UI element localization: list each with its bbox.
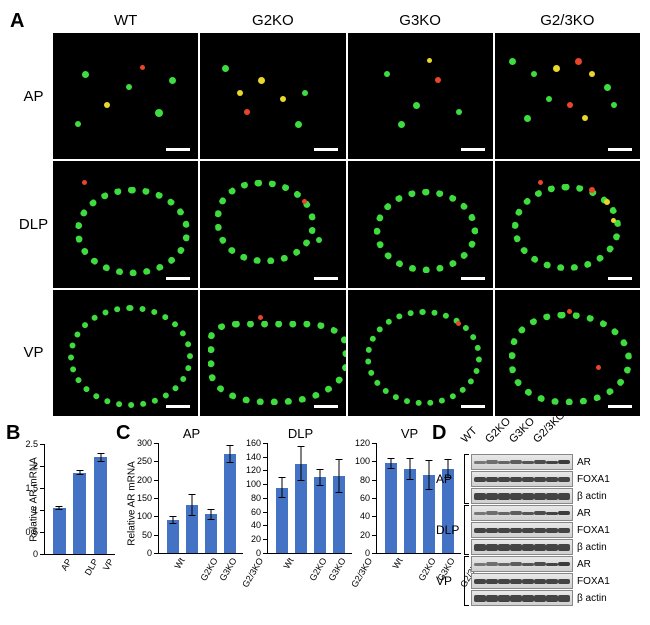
col-header-g3ko: G3KO (348, 10, 493, 31)
micrograph-dlp-wt (53, 161, 198, 287)
blot-protein-label: β actin (577, 593, 607, 604)
panel-a-label: A (10, 10, 24, 33)
blot-row: FOXA1 (471, 471, 610, 488)
bar (333, 476, 345, 553)
panel-b-chart: 00.511.522.5APDLPVP (44, 444, 115, 555)
bar (167, 520, 179, 553)
blot-protein-label: FOXA1 (577, 525, 610, 536)
blot-protein-label: FOXA1 (577, 474, 610, 485)
panel-b: B Relative AR mRNA 00.511.522.5APDLPVP (10, 426, 110, 555)
row-label-vp: VP (16, 290, 51, 416)
blot-row: AR (471, 556, 610, 573)
panel-c-chart-ap: 050100150200250300WtG2KOG3KOG2/3KO (158, 443, 243, 554)
col-header-g23ko: G2/3KO (495, 10, 640, 31)
micrograph-vp-g3ko (348, 290, 493, 416)
micrograph-ap-wt (53, 33, 198, 159)
bar (295, 464, 307, 553)
blot-row: AR (471, 454, 610, 471)
bar (205, 514, 217, 553)
row-label-ap: AP (16, 33, 51, 159)
bar (385, 463, 397, 553)
blot-row: β actin (471, 539, 610, 556)
micrograph-dlp-g23ko (495, 161, 640, 287)
blot-protein-label: AR (577, 508, 591, 519)
micrograph-vp-g2ko (200, 290, 345, 416)
micrograph-dlp-g3ko (348, 161, 493, 287)
blot-col-g23ko: G2/3KO (531, 420, 565, 454)
western-blot (471, 488, 573, 504)
western-blot (471, 471, 573, 487)
western-blot (471, 556, 573, 572)
bar (224, 454, 236, 553)
micrograph-ap-g2ko (200, 33, 345, 159)
blot-lobe-label: VP (436, 574, 464, 588)
bar (276, 488, 288, 553)
micrograph-dlp-g2ko (200, 161, 345, 287)
blot-row: AR (471, 505, 610, 522)
panel-c: C Relative AR mRNA AP 050100150200250300… (118, 426, 428, 554)
bar (53, 508, 66, 554)
panel-b-label: B (6, 422, 20, 445)
panel-c-label: C (116, 422, 130, 445)
col-header-wt: WT (53, 10, 198, 31)
blot-protein-label: AR (577, 457, 591, 468)
panel-d-label: D (432, 422, 446, 445)
micrograph-vp-wt (53, 290, 198, 416)
blot-protein-label: β actin (577, 542, 607, 553)
blot-protein-label: AR (577, 559, 591, 570)
blot-protein-label: β actin (577, 491, 607, 502)
blot-lobe-label: DLP (436, 523, 464, 537)
western-blot (471, 573, 573, 589)
bar (94, 457, 107, 554)
micrograph-ap-g23ko (495, 33, 640, 159)
blot-lobe-label: AP (436, 472, 464, 486)
row-label-dlp: DLP (16, 161, 51, 287)
western-blot (471, 454, 573, 470)
blot-row: β actin (471, 590, 610, 607)
blot-row: FOXA1 (471, 573, 610, 590)
western-blot (471, 522, 573, 538)
western-blot (471, 590, 573, 606)
western-blot (471, 505, 573, 521)
blot-row: β actin (471, 488, 610, 505)
bar (423, 475, 435, 553)
bar (186, 505, 198, 553)
micrograph-ap-g3ko (348, 33, 493, 159)
bar (314, 477, 326, 553)
blot-protein-label: FOXA1 (577, 576, 610, 587)
blot-row: FOXA1 (471, 522, 610, 539)
panel-a: A WT G2KO G3KO G2/3KO AP (10, 10, 640, 416)
col-header-g2ko: G2KO (200, 10, 345, 31)
panel-c-chart-dlp: 020406080100120140160WtG2KOG3KOG2/3KO (267, 443, 352, 554)
western-blot (471, 539, 573, 555)
panel-d: D WT G2KO G3KO G2/3KO APARFOXA1β actinDL… (436, 426, 626, 607)
bar (404, 469, 416, 553)
bar (73, 473, 86, 554)
micrograph-vp-g23ko (495, 290, 640, 416)
